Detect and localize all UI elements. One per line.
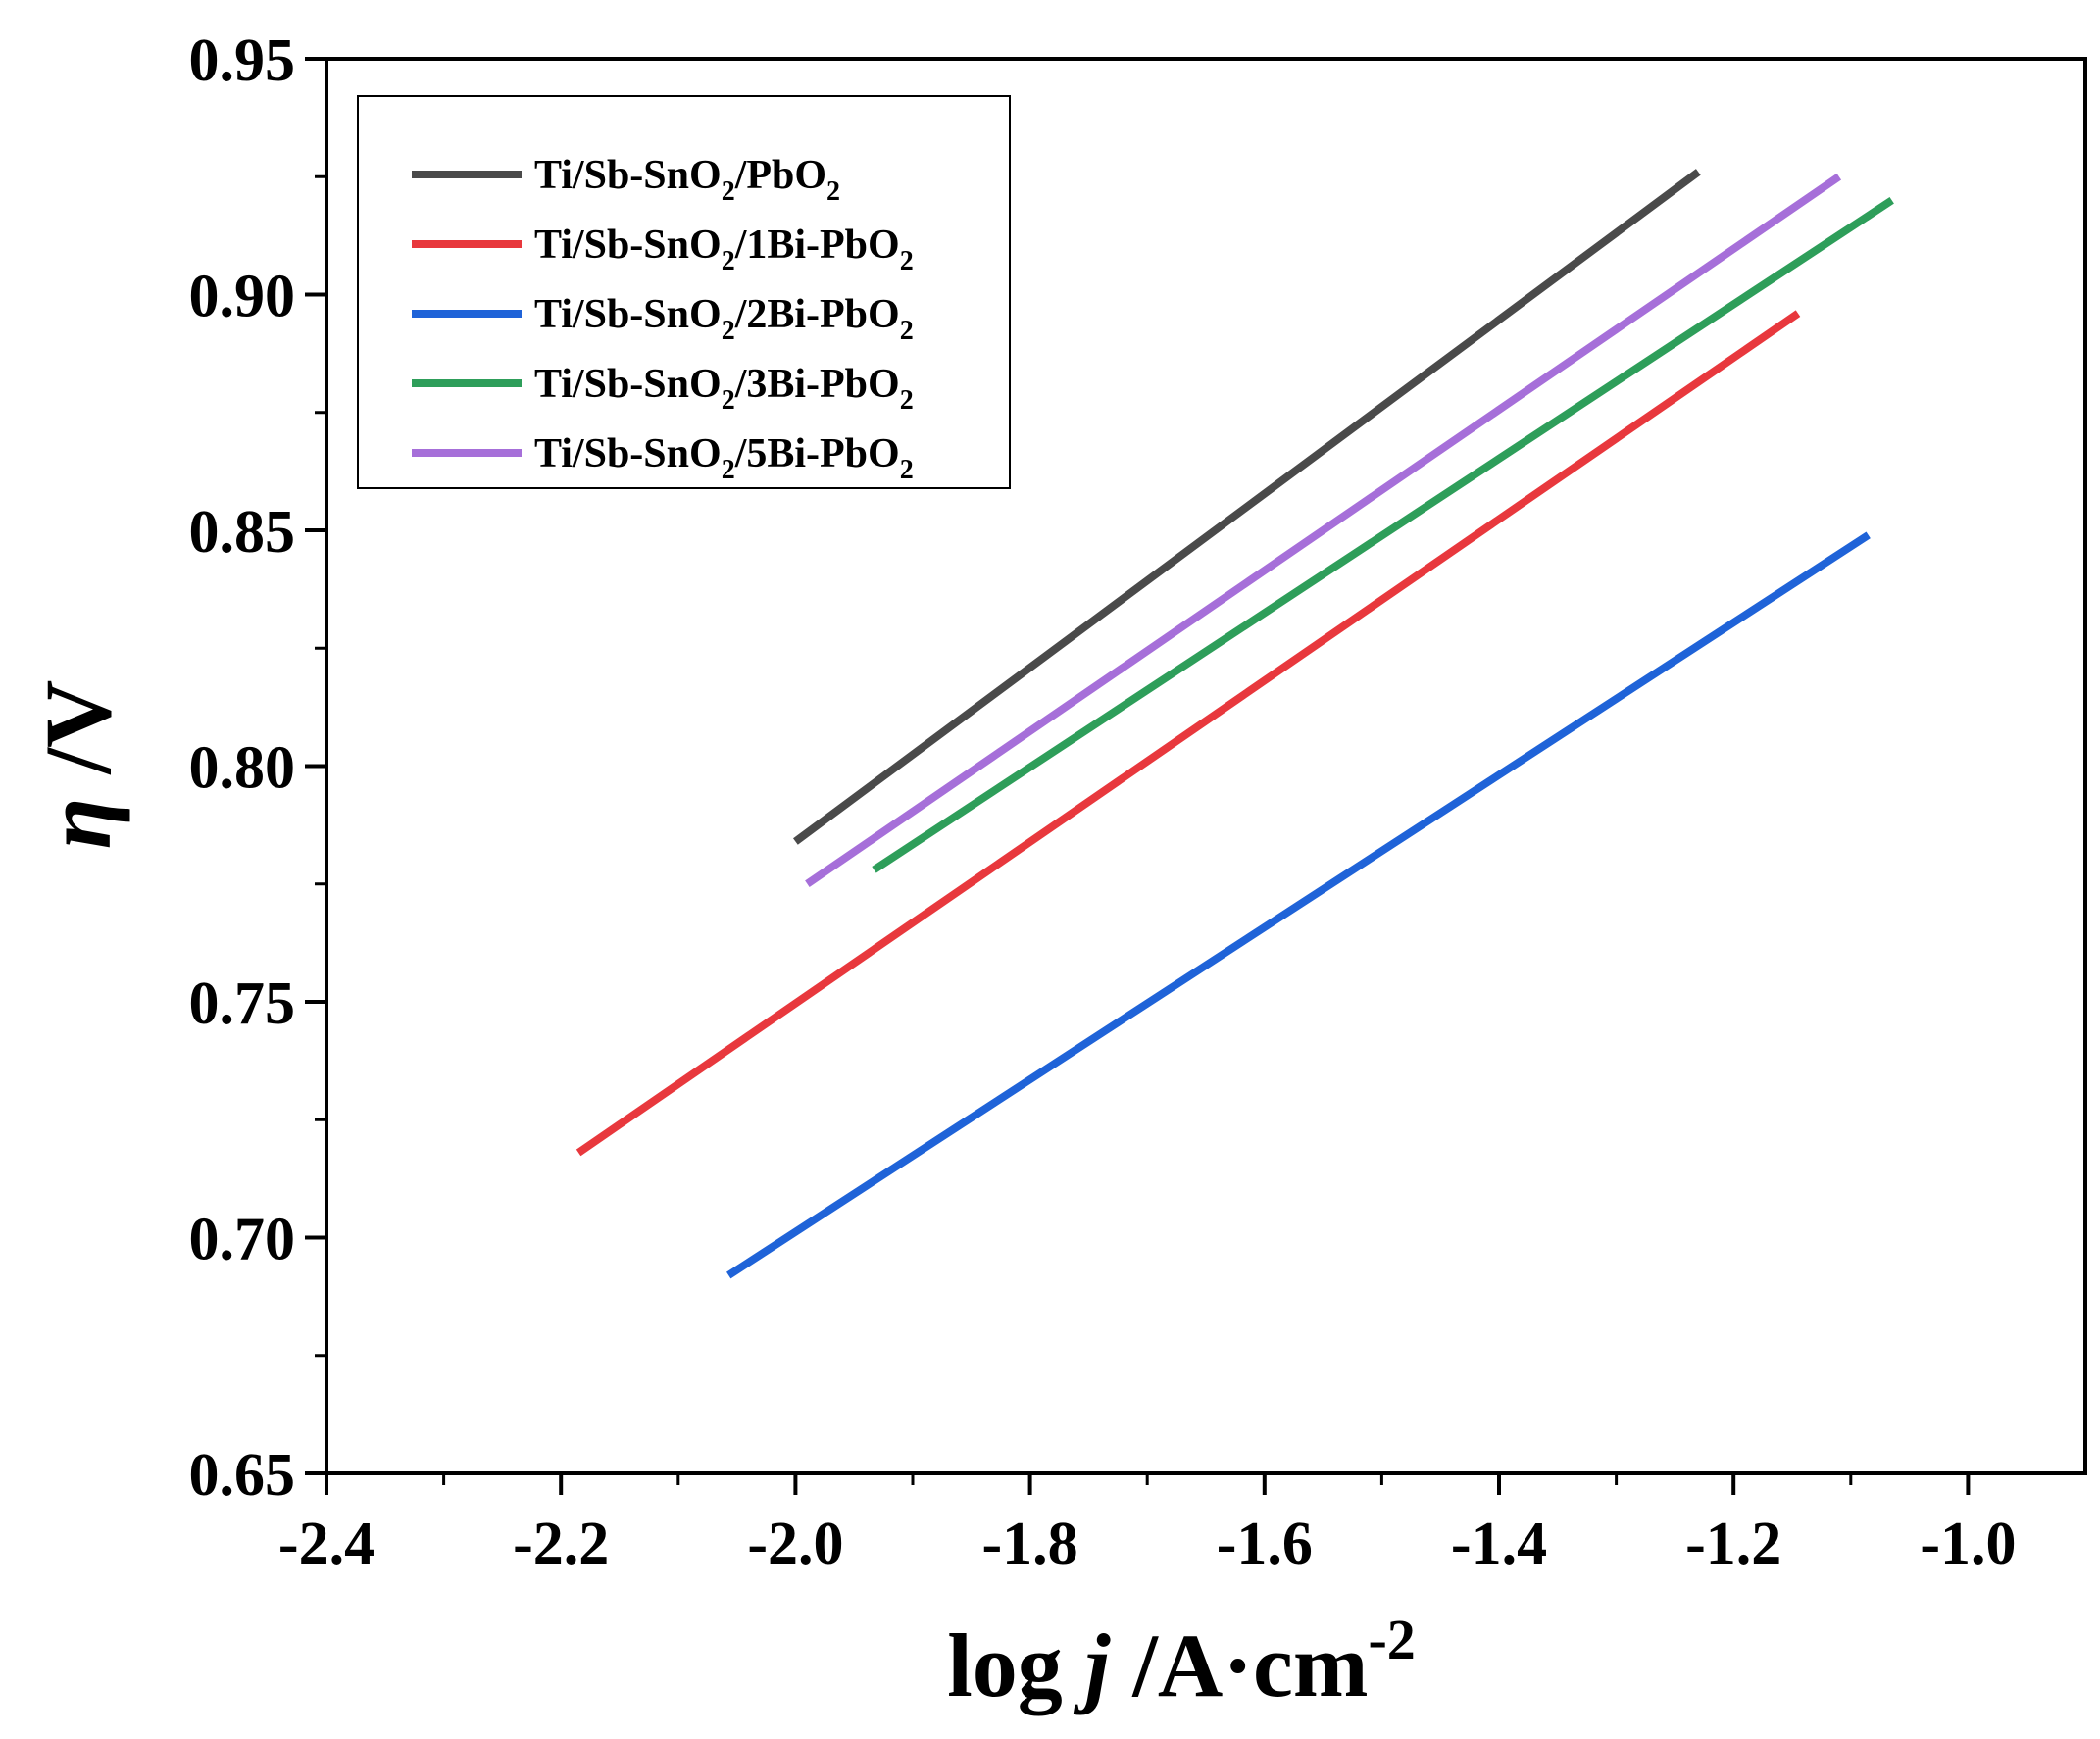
series-line-5 <box>805 173 1842 887</box>
y-tick-label: 0.75 <box>189 970 296 1037</box>
series-line-4 <box>872 196 1894 873</box>
legend-label-4: Ti/Sb-SnO2/3Bi-PbO2 <box>534 362 914 416</box>
legend-label-3: Ti/Sb-SnO2/2Bi-PbO2 <box>534 292 914 346</box>
series-line-1 <box>793 169 1701 845</box>
x-tick-label: -1.0 <box>1920 1511 2016 1577</box>
y-tick-label: 0.65 <box>189 1442 296 1509</box>
y-tick-label: 0.85 <box>189 499 296 566</box>
legend-label-2: Ti/Sb-SnO2/1Bi-PbO2 <box>534 223 914 276</box>
y-axis-title-var: η <box>25 798 130 850</box>
y-tick-label: 0.70 <box>189 1207 296 1273</box>
x-axis-title-sup: -2 <box>1368 1608 1415 1671</box>
x-tick-label: -2.4 <box>278 1511 375 1577</box>
y-axis-ticks: 0.65 0.70 0.75 0.80 0.85 0.90 0.95 <box>189 27 326 1509</box>
legend-box <box>357 95 1011 489</box>
series-line-2 <box>575 310 1801 1157</box>
x-axis-title-unit: /A·cm <box>1110 1615 1368 1715</box>
x-tick-label: -1.2 <box>1685 1511 1781 1577</box>
x-tick-label: -2.0 <box>747 1511 843 1577</box>
legend-label-1: Ti/Sb-SnO2/PbO2 <box>534 153 840 207</box>
x-axis-ticks: -2.4 -2.2 -2.0 -1.8 -1.6 -1.4 -1.2 -1.0 <box>278 1473 2016 1577</box>
x-axis-title-prefix: log <box>947 1615 1085 1715</box>
y-axis-title-unit: /V <box>25 680 130 798</box>
series-line-3 <box>726 531 1871 1279</box>
legend: Ti/Sb-SnO2/PbO2 Ti/Sb-SnO2/1Bi-PbO2 Ti/Sb-… <box>357 95 1011 489</box>
x-axis-title: log j /A·cm-2 <box>947 1608 1416 1715</box>
y-tick-label: 0.80 <box>189 735 296 802</box>
y-tick-label: 0.90 <box>189 264 296 330</box>
x-tick-label: -1.6 <box>1217 1511 1313 1577</box>
y-tick-label: 0.95 <box>189 27 296 94</box>
legend-items: Ti/Sb-SnO2/PbO2 Ti/Sb-SnO2/1Bi-PbO2 Ti/Sb-… <box>412 153 914 485</box>
x-tick-label: -1.8 <box>982 1511 1078 1577</box>
x-tick-label: -1.4 <box>1451 1511 1547 1577</box>
series-layer <box>575 169 1894 1279</box>
legend-label-5: Ti/Sb-SnO2/5Bi-PbO2 <box>534 431 914 485</box>
x-tick-label: -2.2 <box>513 1511 609 1577</box>
y-axis-title: η /V <box>25 680 130 850</box>
